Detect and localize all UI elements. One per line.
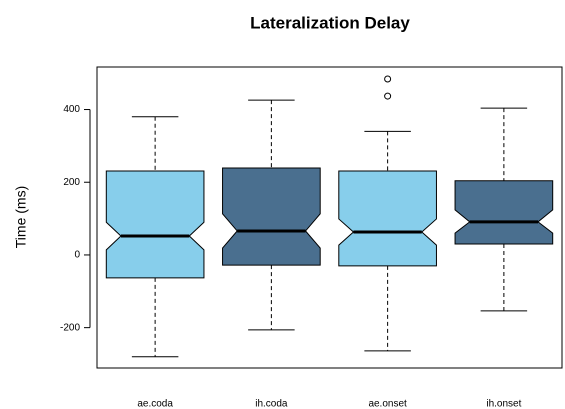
x-tick-label: ih.onset xyxy=(486,399,521,409)
y-axis-label: Time (ms) xyxy=(13,186,29,248)
box xyxy=(454,180,554,245)
y-tick-label: 200 xyxy=(63,177,80,188)
chart-title: Lateralization Delay xyxy=(250,13,410,32)
box xyxy=(105,170,205,279)
y-tick-label: 0 xyxy=(74,250,80,261)
box xyxy=(222,167,321,266)
x-tick-label: ae.coda xyxy=(137,399,173,409)
y-tick-label: 400 xyxy=(63,104,80,115)
x-tick-label: ih.coda xyxy=(255,399,288,409)
outlier xyxy=(384,92,392,100)
plot-frame xyxy=(96,66,563,369)
y-tick-label: -200 xyxy=(60,322,80,333)
outlier xyxy=(384,75,392,83)
box xyxy=(338,170,437,267)
x-tick-label: ae.onset xyxy=(368,399,407,409)
